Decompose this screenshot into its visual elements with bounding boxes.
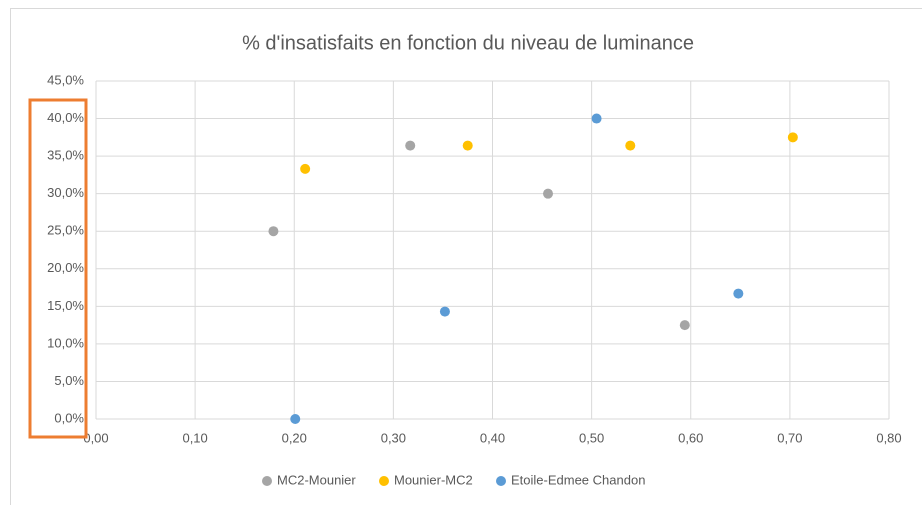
legend-marker [379, 476, 389, 486]
y-tick-label: 35,0% [47, 148, 84, 163]
legend-label: Etoile-Edmee Chandon [511, 472, 645, 487]
point [290, 414, 301, 424]
x-tick-label: 0,20 [282, 430, 307, 445]
x-tick-label: 0,60 [678, 430, 703, 445]
chart-title: % d'insatisfaits en fonction du niveau d… [242, 32, 694, 54]
y-tick-label: 15,0% [47, 298, 84, 313]
y-tick-label: 40,0% [47, 110, 84, 125]
point [733, 288, 744, 299]
point [405, 140, 416, 151]
point [439, 306, 450, 317]
legend-marker [496, 476, 506, 486]
chart-frame [10, 8, 922, 505]
y-tick-label: 25,0% [47, 223, 84, 238]
point [543, 188, 554, 199]
y-tick-label: 20,0% [47, 260, 84, 275]
x-tick-label: 0,50 [579, 430, 604, 445]
x-tick-label: 0,40 [480, 430, 505, 445]
legend-marker [262, 476, 272, 486]
point [625, 140, 636, 151]
y-tick-label: 30,0% [47, 185, 84, 200]
x-tick-label: 0,00 [83, 430, 108, 445]
y-tick-label: 0,0% [54, 410, 84, 425]
point [591, 113, 602, 124]
highlight-box [28, 98, 88, 439]
x-tick-label: 0,10 [182, 430, 207, 445]
x-tick-label: 0,80 [876, 430, 901, 445]
x-tick-label: 0,30 [381, 430, 406, 445]
point [300, 163, 311, 174]
point [679, 320, 690, 331]
point [787, 132, 798, 143]
legend-label: Mounier-MC2 [394, 472, 473, 487]
legend-label: MC2-Mounier [277, 472, 356, 487]
y-tick-label: 45,0% [47, 72, 84, 87]
x-tick-label: 0,70 [777, 430, 802, 445]
point [268, 226, 279, 237]
point [462, 140, 473, 151]
y-tick-label: 10,0% [47, 335, 84, 350]
y-tick-label: 5,0% [54, 373, 84, 388]
